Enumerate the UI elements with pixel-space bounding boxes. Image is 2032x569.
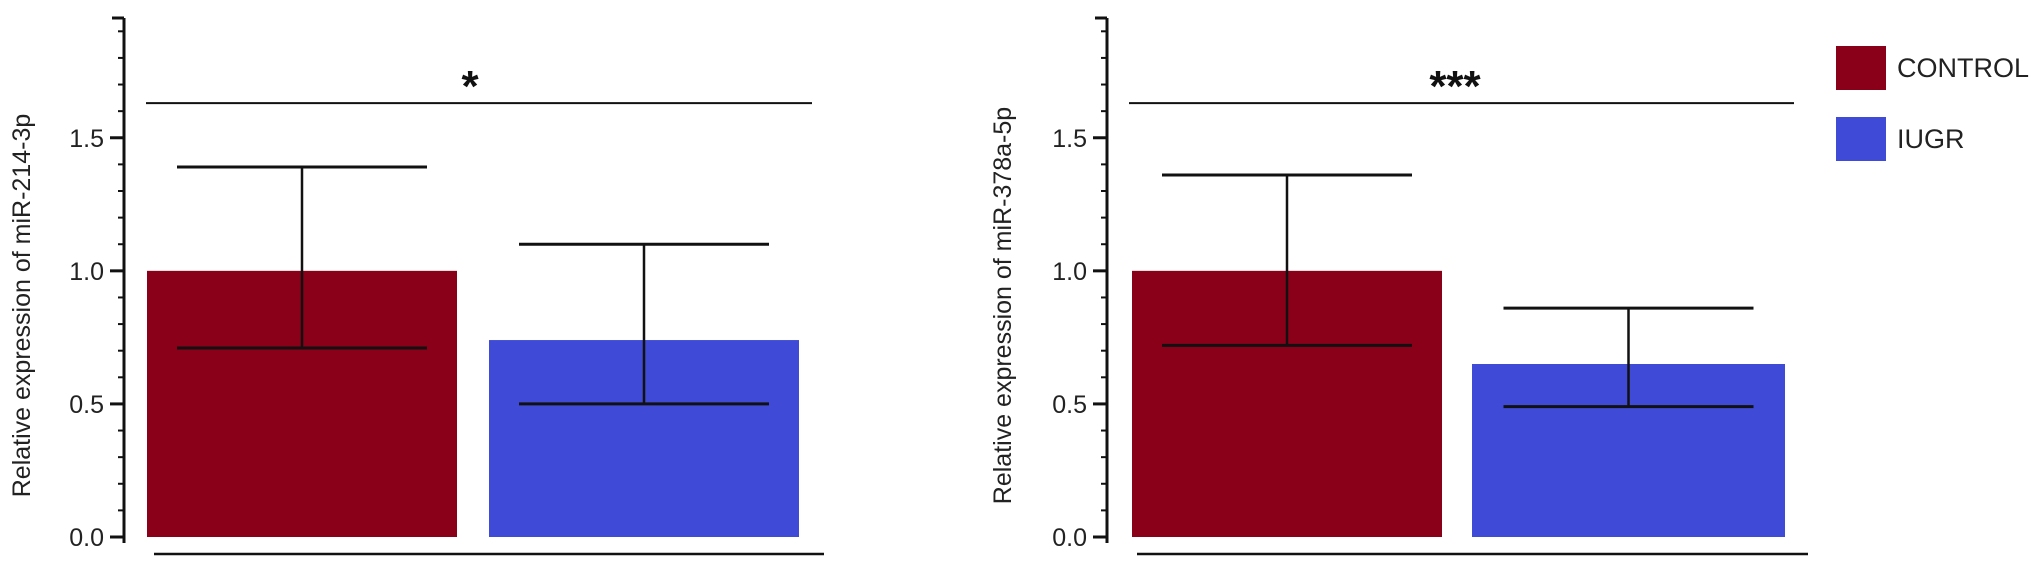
y-tick-label: 0.5 — [1052, 391, 1087, 419]
y-tick-label: 1.5 — [1052, 125, 1087, 153]
legend: CONTROL IUGR — [1836, 46, 2029, 161]
y-tick-label: 1.0 — [69, 258, 104, 286]
significance-marker: * — [461, 62, 479, 111]
y-axis-title: Relative expression of miR-214-3p — [8, 114, 36, 498]
y-axis-title: Relative expression of miR-378a-5p — [989, 107, 1017, 504]
y-tick-label: 0.0 — [69, 524, 104, 552]
chart-panel-mir-214: 0.0 0.5 1.0 1.5 Relative expression of miR-2… — [8, 16, 824, 556]
legend-label-control: CONTROL — [1897, 53, 2029, 83]
legend-label-iugr: IUGR — [1897, 124, 1965, 154]
chart-panel-mir-378a: 0.0 0.5 1.0 1.5 Relative expression of miR-3… — [989, 16, 1808, 556]
y-tick-label: 1.5 — [69, 125, 104, 153]
significance-marker: *** — [1429, 62, 1481, 111]
legend-swatch-iugr — [1836, 117, 1886, 161]
legend-swatch-control — [1836, 46, 1886, 90]
y-tick-label: 1.0 — [1052, 258, 1087, 286]
y-tick-label: 0.5 — [69, 391, 104, 419]
y-tick-label: 0.0 — [1052, 524, 1087, 552]
